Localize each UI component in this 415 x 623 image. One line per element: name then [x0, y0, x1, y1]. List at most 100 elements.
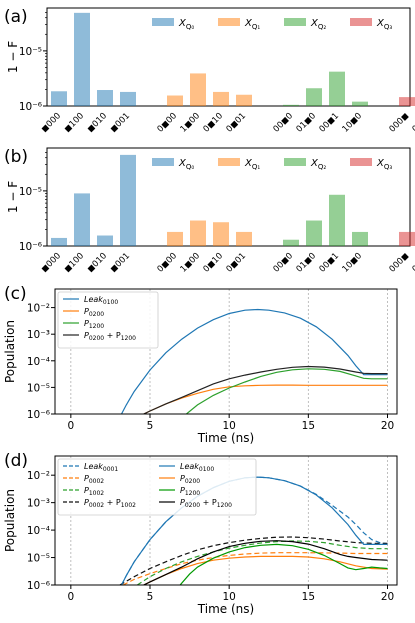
- legend-label: P0200: [180, 474, 200, 485]
- x-tick-label: 0◼00: [156, 251, 180, 275]
- x-tick-label: 5: [147, 420, 154, 432]
- y-tick-label: 10⁻²: [27, 470, 50, 482]
- bar: [306, 88, 322, 106]
- x-tick-label: 10: [222, 591, 235, 603]
- x-tick-label: ◼010: [86, 251, 110, 275]
- panel-d-line-chart: 0 5 10 15 20 10⁻⁶ 10⁻⁵ 10⁻⁴ 10⁻³ 10⁻² Time (ns) Pop…: [3, 451, 398, 616]
- legend-base: P: [84, 331, 89, 340]
- bar: [213, 222, 229, 246]
- x-tick-label: 5: [147, 591, 154, 603]
- legend-sub: 0100: [103, 299, 118, 306]
- x-tick-label: ◼100: [63, 111, 87, 135]
- legend-label: P1200: [180, 486, 200, 497]
- x-tick-label: ◼000: [40, 251, 64, 275]
- y-tick-label: 10⁻⁵: [27, 382, 50, 394]
- bar: [51, 237, 67, 246]
- bar: [329, 71, 345, 106]
- x-tick-label: 0◼01: [225, 111, 249, 135]
- legend-base: P: [180, 474, 185, 483]
- bar: [51, 91, 67, 106]
- legend-sub: 0100: [199, 466, 214, 473]
- legend-label: Leak0100: [84, 295, 118, 306]
- x-tick-label: 000◼: [388, 111, 412, 135]
- legend-base: Leak: [180, 462, 199, 471]
- bar: [283, 104, 299, 106]
- legend-base: X: [178, 18, 187, 29]
- y-axis-label: 1 − F: [6, 181, 20, 213]
- x-tick-label: 0◼10: [202, 111, 226, 135]
- x-tick-label: 01◼0: [295, 251, 319, 275]
- x-tick-label: 001◼: [411, 251, 415, 275]
- legend-label: XQ₀: [178, 158, 194, 171]
- bar: [74, 12, 90, 106]
- bar: [329, 194, 345, 246]
- legend-sub: 0200: [185, 478, 200, 485]
- x-tick-label: 15: [302, 420, 315, 432]
- legend-swatch: [284, 158, 306, 166]
- panel-label: (c): [4, 284, 27, 304]
- y-axis-label: Population: [3, 320, 17, 383]
- x-tick-label: 15: [302, 591, 315, 603]
- panel-label: (b): [4, 147, 28, 167]
- y-tick-label: 10⁻⁵: [27, 553, 50, 565]
- legend-label: P0002 + P1002: [84, 498, 136, 509]
- y-tick-label: 10⁻⁶: [27, 580, 50, 592]
- y-tick-label: 10⁻⁵: [19, 186, 42, 198]
- bar: [306, 220, 322, 246]
- legend-base: P: [180, 486, 185, 495]
- bar: [74, 193, 90, 246]
- x-tick-label: 10: [222, 420, 235, 432]
- x-tick-label: 10◼0: [341, 111, 365, 135]
- legend-label: XQ₂: [310, 158, 326, 171]
- legend-label: XQ₂: [310, 18, 326, 31]
- bar: [399, 231, 415, 246]
- bar: [190, 73, 206, 106]
- legend-sub: 0200: [89, 311, 104, 318]
- bar: [97, 90, 113, 106]
- panel-label: (d): [4, 451, 28, 471]
- series-line: [143, 540, 388, 585]
- legend-sub2: 1002: [121, 502, 136, 509]
- bar: [120, 91, 136, 106]
- bar: [190, 220, 206, 246]
- series-line: [143, 555, 388, 585]
- x-tick-label: 00◼1: [318, 251, 342, 275]
- panel-a-bar-chart: 10⁻⁶ 10⁻⁵ ◼000 ◼100 ◼010 ◼001 0◼00 1◼00 0◼10 0◼01…: [4, 7, 415, 135]
- x-tick-label: 01◼0: [295, 111, 319, 135]
- bar: [399, 97, 415, 106]
- legend-base: Leak: [84, 295, 103, 304]
- legend-label: XQ₃: [376, 158, 392, 171]
- x-tick-label: 0: [67, 591, 74, 603]
- legend-base: X: [310, 158, 319, 169]
- series-line: [143, 384, 388, 414]
- x-axis-label: Time (ns): [197, 602, 254, 616]
- bar: [352, 231, 368, 246]
- series-line: [120, 308, 388, 414]
- legend-label: P1002: [84, 486, 104, 497]
- y-tick-label: 10⁻⁴: [27, 525, 50, 537]
- x-tick-label: 20: [381, 420, 394, 432]
- series-line: [136, 540, 388, 585]
- x-tick-label: ◼001: [109, 251, 133, 275]
- x-tick-label: 0◼01: [225, 251, 249, 275]
- legend-swatch: [284, 18, 306, 26]
- legend-mid: + P: [200, 498, 217, 507]
- y-tick-label: 10⁻⁶: [19, 101, 42, 113]
- x-tick-label: ◼000: [40, 111, 64, 135]
- legend-sub: Q₁: [252, 23, 261, 31]
- y-tick-label: 10⁻²: [27, 303, 50, 315]
- x-tick-label: 0: [67, 420, 74, 432]
- legend-label: XQ₀: [178, 18, 194, 31]
- legend-swatch: [350, 158, 372, 166]
- legend-base: P: [84, 498, 89, 507]
- legend-sub2: 1200: [121, 335, 136, 342]
- x-tick-label: 1◼00: [179, 251, 203, 275]
- bar: [283, 239, 299, 246]
- series-line: [179, 543, 388, 585]
- legend-label: Leak0001: [84, 462, 118, 473]
- x-tick-label: 001◼: [411, 111, 415, 135]
- x-axis-label: Time (ns): [197, 431, 254, 445]
- legend-base: P: [84, 486, 89, 495]
- series-line: [186, 368, 388, 414]
